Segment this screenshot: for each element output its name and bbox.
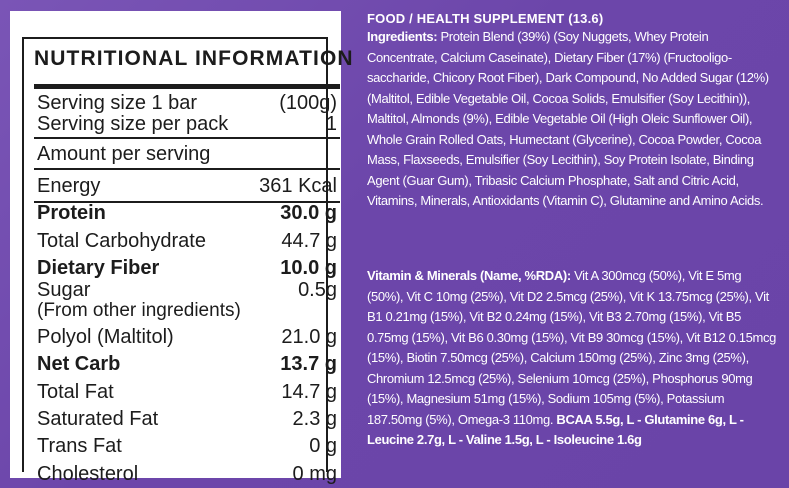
row-value: 2.3 g <box>292 408 337 430</box>
vitamins-label: Vitamin & Minerals (Name, %RDA): <box>367 268 571 283</box>
ingredients-label: Ingredients: <box>367 29 438 44</box>
vitamins-paragraph: Vitamin & Minerals (Name, %RDA): Vit A 3… <box>367 266 777 451</box>
divider <box>34 137 340 139</box>
row-label: Serving size 1 bar <box>37 92 198 114</box>
row-value: 0 g <box>309 435 337 457</box>
divider-thick <box>34 84 340 89</box>
row-value: (100g) <box>279 92 337 114</box>
divider <box>34 201 340 203</box>
row-value: 1 <box>325 113 337 135</box>
row-label: Saturated Fat <box>37 408 159 430</box>
row-value: 0 mg <box>292 463 337 485</box>
row-label: (From other ingredients) <box>37 300 241 321</box>
nutrition-table: NUTRITIONAL INFORMATION Serving size 1 b… <box>22 37 353 485</box>
row-label: Amount per serving <box>37 143 211 165</box>
ingredients-text: Protein Blend (39%) (Soy Nuggets, Whey P… <box>367 29 769 208</box>
product-category: FOOD / HEALTH SUPPLEMENT (13.6) <box>367 11 604 26</box>
row-value: 14.7 g <box>281 381 337 403</box>
row-value: 361 Kcal <box>259 175 337 197</box>
row-value: 21.0 g <box>281 326 337 348</box>
row-value: 30.0 g <box>280 202 337 224</box>
row-label: Serving size per pack <box>37 113 229 135</box>
row-label: Energy <box>37 175 101 197</box>
nutrition-panel: NUTRITIONAL INFORMATION Serving size 1 b… <box>10 11 353 485</box>
vitamins-text: Vit A 300mcg (50%), Vit E 5mg (50%), Vit… <box>367 268 777 427</box>
row-label: Protein <box>37 202 106 224</box>
row-label: Trans Fat <box>37 435 122 457</box>
divider <box>34 168 340 170</box>
row-value: 44.7 g <box>281 230 337 252</box>
row-label: Total Fat <box>37 381 114 403</box>
row-value: 10.0 g <box>280 257 337 279</box>
row-label: Dietary Fiber <box>37 257 160 279</box>
nutrition-title: NUTRITIONAL INFORMATION <box>34 47 354 70</box>
row-label: Net Carb <box>37 353 121 375</box>
ingredients-paragraph: Ingredients: Protein Blend (39%) (Soy Nu… <box>367 27 777 212</box>
amino-acids-text: BCAA 5.5g, L - Glutamine 6g, L - Leucine… <box>367 411 744 448</box>
row-label: Sugar <box>37 279 91 301</box>
row-value: 13.7 g <box>280 353 337 375</box>
row-label: Cholesterol <box>37 463 139 485</box>
row-value: 0.5g <box>298 279 337 301</box>
row-label: Total Carbohydrate <box>37 230 206 252</box>
row-label: Polyol (Maltitol) <box>37 326 174 348</box>
